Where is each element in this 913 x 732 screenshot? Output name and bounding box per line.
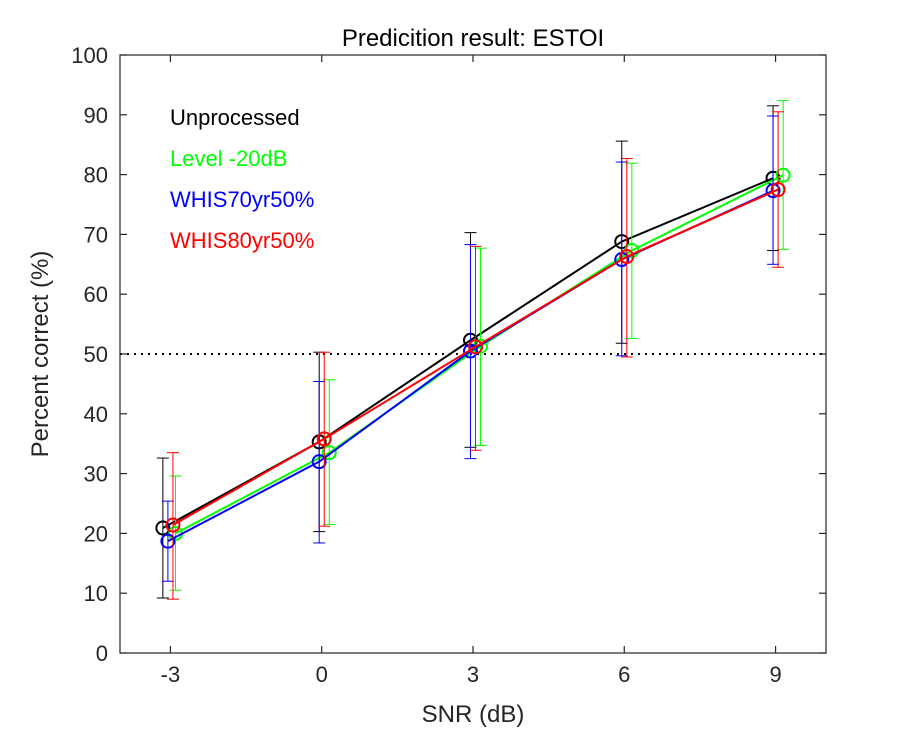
- legend-entry: WHIS70yr50%: [170, 187, 314, 212]
- data-point: [160, 533, 176, 549]
- x-tick-label: 9: [769, 662, 781, 687]
- legend-entry: Level -20dB: [170, 146, 287, 171]
- series-whis80yr50-: [165, 111, 786, 600]
- x-tick-label: 6: [618, 662, 630, 687]
- y-tick-labels: 0 10 20 30 40 50 60 70 80 90 100: [71, 43, 108, 666]
- x-tick-label: 3: [467, 662, 479, 687]
- y-tick-label: 70: [84, 222, 108, 247]
- x-tick-labels: -3 0 3 6 9: [161, 662, 782, 687]
- y-axis-label: Percent correct (%): [27, 251, 54, 458]
- legend-entry: Unprocessed: [170, 105, 300, 130]
- axis-ticks: [120, 54, 826, 654]
- plot-area: [119, 54, 827, 654]
- data-point: [468, 339, 484, 355]
- data-point: [770, 182, 786, 198]
- series-line: [172, 188, 779, 526]
- data-point: [311, 454, 327, 470]
- series-level-20db: [167, 99, 791, 591]
- y-tick-label: 40: [84, 402, 108, 427]
- legend-entry: WHIS80yr50%: [170, 228, 314, 253]
- y-tick-label: 10: [84, 581, 108, 606]
- chart-title: Predicition result: ESTOI: [342, 25, 604, 52]
- data-point: [321, 445, 337, 461]
- y-tick-label: 80: [84, 163, 108, 188]
- y-tick-label: 60: [84, 282, 108, 307]
- data-point: [155, 520, 171, 536]
- y-tick-label: 90: [84, 103, 108, 128]
- series-group: [155, 99, 791, 600]
- data-point: [775, 167, 791, 183]
- y-tick-label: 20: [84, 521, 108, 546]
- y-tick-label: 0: [96, 641, 108, 666]
- series-line: [175, 174, 784, 535]
- x-tick-label: 0: [316, 662, 328, 687]
- y-tick-label: 30: [84, 462, 108, 487]
- legend: Unprocessed Level -20dB WHIS70yr50% WHIS80y…: [170, 105, 314, 253]
- x-axis-label: SNR (dB): [422, 701, 525, 728]
- data-point: [619, 249, 635, 265]
- y-tick-label: 100: [71, 43, 108, 68]
- data-point: [316, 431, 332, 447]
- data-point: [165, 517, 181, 533]
- x-tick-label: -3: [161, 662, 181, 687]
- y-tick-label: 50: [84, 342, 108, 367]
